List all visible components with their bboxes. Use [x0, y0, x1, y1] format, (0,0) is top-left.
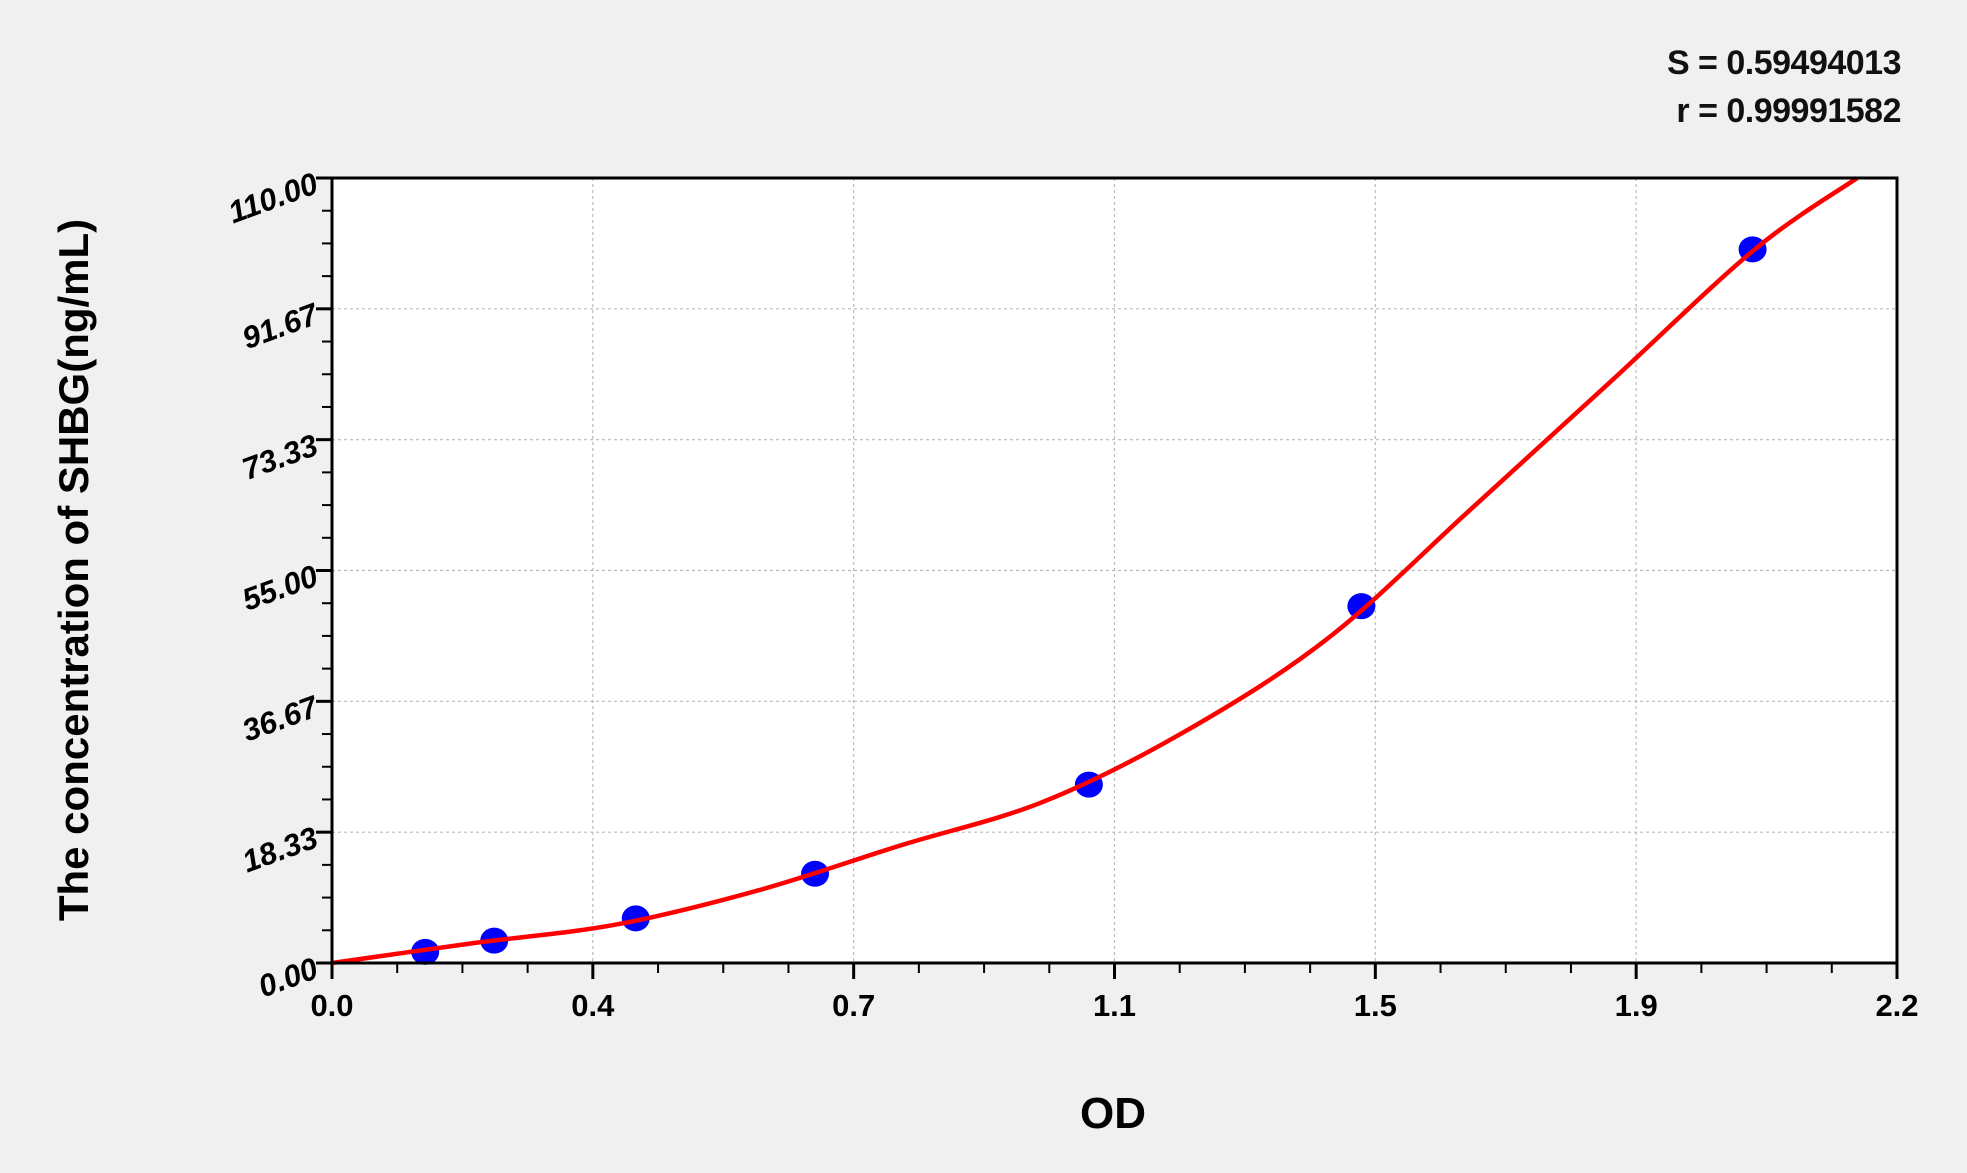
y-tick-label: 91.67 — [238, 296, 325, 356]
x-tick-label: 1.1 — [1093, 988, 1136, 1023]
x-tick-label: 1.5 — [1354, 988, 1397, 1023]
x-axis-label: OD — [1080, 1089, 1146, 1138]
fitted-curve — [331, 176, 1859, 966]
x-tick-label: 0.7 — [832, 988, 875, 1023]
x-tick-label: 0.0 — [310, 988, 353, 1023]
y-tick-label: 110.00 — [223, 166, 322, 231]
x-tick-label: 1.9 — [1615, 988, 1658, 1023]
y-tick-label: 55.00 — [238, 558, 323, 617]
y-tick-label: 18.33 — [238, 820, 323, 879]
y-axis-label: The concentration of SHBG(ng/mL) — [50, 219, 97, 921]
r-statistic: r = 0.99991582 — [1676, 92, 1901, 130]
data-point — [621, 905, 650, 932]
data-point — [1347, 593, 1376, 620]
y-tick-label: 73.33 — [238, 427, 323, 486]
s-statistic: S = 0.59494013 — [1666, 44, 1902, 82]
x-tick-label: 2.2 — [1875, 988, 1918, 1023]
x-tick-label: 0.4 — [571, 988, 615, 1023]
plot-frame — [330, 176, 1899, 965]
y-tick-label: 36.67 — [238, 688, 325, 748]
